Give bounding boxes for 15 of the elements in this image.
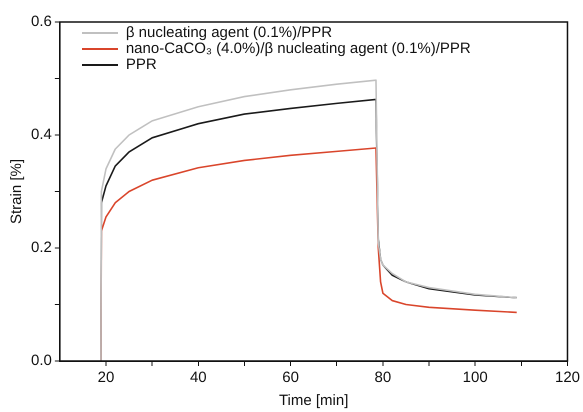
- x-axis-title: Time [min]: [278, 392, 348, 410]
- y-axis-title: Strain [%]: [8, 158, 26, 224]
- y-tick-label: 0.6: [30, 13, 52, 30]
- y-tick-label: 0.4: [30, 126, 52, 144]
- x-tick-label: 60: [282, 369, 299, 386]
- x-tick-label: 120: [554, 369, 580, 386]
- x-tick-label: 80: [374, 369, 392, 386]
- x-tick-label: 20: [98, 369, 114, 386]
- y-tick-label: 0.0: [30, 352, 52, 370]
- legend-label: nano-CaCO₃ (4.0%)/β nucleating agent (0.1%)/PPR: [126, 40, 471, 57]
- legend-label: β nucleating agent (0.1%)/PPR: [126, 24, 332, 41]
- x-tick-label: 40: [190, 369, 207, 386]
- x-tick-label: 100: [462, 369, 488, 386]
- y-tick-label: 0.2: [30, 239, 52, 256]
- legend-label: PPR: [126, 56, 157, 73]
